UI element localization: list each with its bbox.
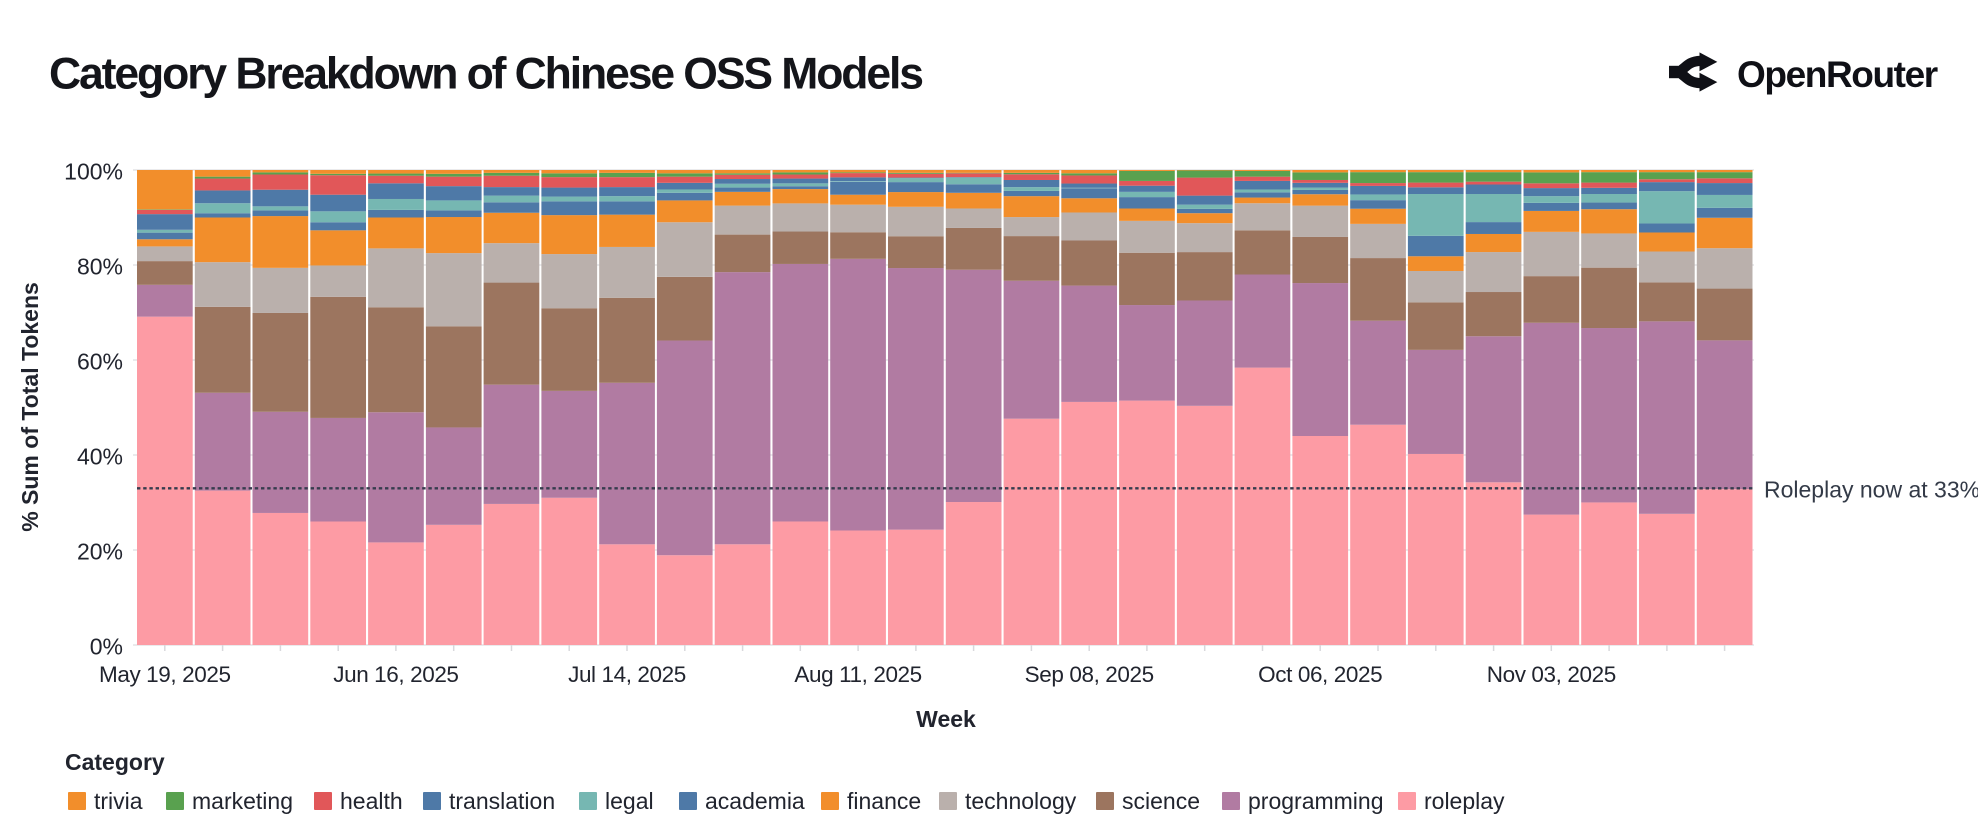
svg-text:Nov 03, 2025: Nov 03, 2025 xyxy=(1487,662,1616,687)
svg-text:Week: Week xyxy=(916,706,976,732)
svg-text:finance: finance xyxy=(847,788,921,814)
svg-text:May 19, 2025: May 19, 2025 xyxy=(99,662,231,687)
svg-text:0%: 0% xyxy=(90,634,123,660)
svg-text:Category: Category xyxy=(65,749,165,775)
svg-text:academia: academia xyxy=(705,788,805,814)
svg-text:trivia: trivia xyxy=(94,788,143,814)
svg-text:roleplay: roleplay xyxy=(1424,788,1505,814)
svg-text:legal: legal xyxy=(605,788,654,814)
svg-text:40%: 40% xyxy=(77,444,123,470)
svg-text:% Sum of Total Tokens: % Sum of Total Tokens xyxy=(17,282,43,532)
svg-text:60%: 60% xyxy=(77,349,123,375)
svg-text:OpenRouter: OpenRouter xyxy=(1737,54,1938,95)
svg-text:Jun 16, 2025: Jun 16, 2025 xyxy=(333,662,458,687)
svg-text:100%: 100% xyxy=(64,159,123,185)
svg-text:80%: 80% xyxy=(77,254,123,280)
svg-text:Category Breakdown of Chinese: Category Breakdown of Chinese OSS Models xyxy=(49,50,922,99)
svg-text:Jul 14, 2025: Jul 14, 2025 xyxy=(568,662,686,687)
svg-text:programming: programming xyxy=(1248,788,1384,814)
svg-text:Oct 06, 2025: Oct 06, 2025 xyxy=(1258,662,1382,687)
svg-text:health: health xyxy=(340,788,403,814)
svg-text:20%: 20% xyxy=(77,539,123,565)
svg-text:Roleplay now at 33%: Roleplay now at 33% xyxy=(1764,477,1978,503)
svg-text:translation: translation xyxy=(449,788,555,814)
svg-text:marketing: marketing xyxy=(192,788,293,814)
svg-text:Sep 08, 2025: Sep 08, 2025 xyxy=(1025,662,1154,687)
svg-text:science: science xyxy=(1122,788,1200,814)
svg-text:technology: technology xyxy=(965,788,1077,814)
svg-text:Aug 11, 2025: Aug 11, 2025 xyxy=(794,662,921,687)
